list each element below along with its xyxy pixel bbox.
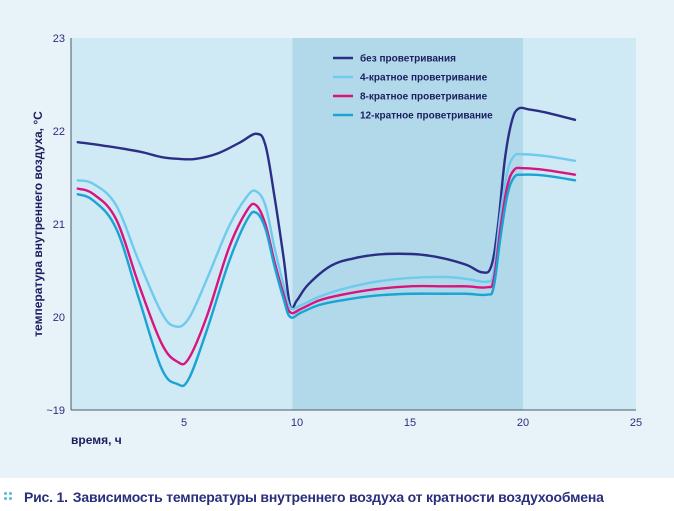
legend-label: без проветривания bbox=[360, 53, 456, 65]
x-tick-label: 10 bbox=[291, 417, 303, 429]
series-line-4x-ventilation bbox=[76, 152, 577, 329]
series-line-12x-ventilation bbox=[76, 173, 577, 388]
caption-label: Рис. 1. bbox=[24, 489, 68, 505]
line-chart: ~19 20 21 22 23 5 10 15 20 25 время, ч т… bbox=[31, 33, 642, 447]
figure-caption: Рис. 1. Зависимость температуры внутренн… bbox=[4, 487, 604, 507]
series-line-no-ventilation bbox=[76, 106, 577, 311]
series-line-8x-ventilation bbox=[76, 166, 577, 366]
caption-text: Зависимость температуры внутреннего возд… bbox=[72, 489, 604, 505]
y-tick-label: ~19 bbox=[46, 405, 65, 417]
legend-label: 12-кратное проветривание bbox=[360, 111, 493, 122]
x-tick-label: 20 bbox=[517, 417, 529, 429]
caption-dots-icon bbox=[4, 492, 14, 502]
legend: без проветривания 4-кратное проветривани… bbox=[333, 53, 493, 122]
y-tick-label: 23 bbox=[53, 33, 65, 45]
y-tick-label: 21 bbox=[53, 219, 65, 231]
y-tick-label: 20 bbox=[53, 312, 65, 324]
legend-label: 8-кратное проветривание bbox=[360, 92, 488, 103]
x-tick-label: 15 bbox=[404, 417, 416, 429]
y-tick-label: 22 bbox=[53, 126, 65, 138]
x-tick-label: 25 bbox=[630, 417, 642, 429]
legend-label: 4-кратное проветривание bbox=[360, 73, 488, 84]
x-axis-label: время, ч bbox=[71, 433, 122, 447]
x-tick-label: 5 bbox=[181, 417, 187, 429]
y-axis-label: температура внутреннего воздуха, °С bbox=[31, 111, 45, 337]
shaded-period bbox=[292, 38, 523, 410]
